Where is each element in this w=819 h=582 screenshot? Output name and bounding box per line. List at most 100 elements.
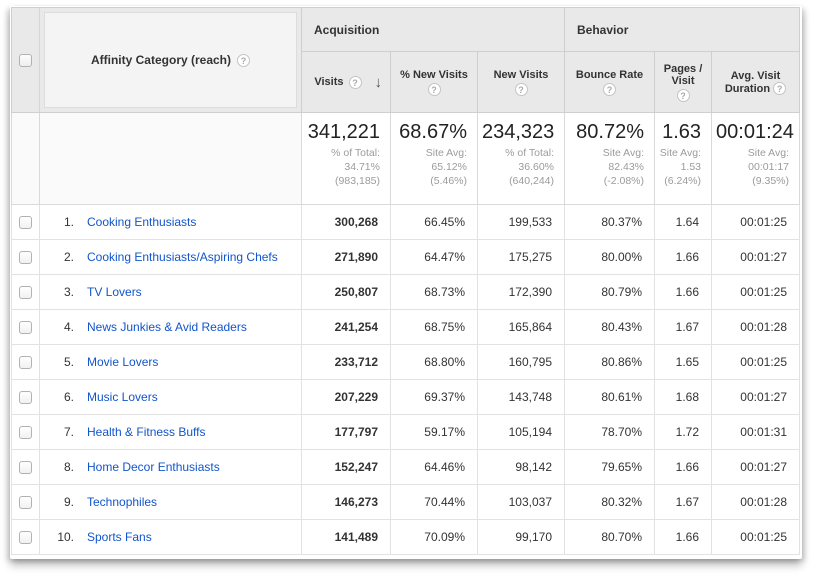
- column-header-new-visits[interactable]: New Visits ?: [476, 51, 566, 113]
- row-checkbox-cell: [11, 204, 40, 240]
- table-row: 3. TV Lovers 250,807 68.73% 172,390 80.7…: [11, 274, 801, 310]
- row-checkbox[interactable]: [19, 286, 32, 300]
- pct-new-visits-value: 70.44%: [390, 484, 478, 520]
- row-checkbox-cell: [11, 414, 40, 450]
- bounce-rate-value: 80.43%: [564, 309, 656, 345]
- new-visits-value: 99,170: [476, 519, 566, 555]
- table-row: 6. Music Lovers 207,229 69.37% 143,748 8…: [11, 379, 801, 415]
- summary-visits: 341,221 % of Total: 34.71% (983,185): [301, 112, 391, 205]
- table-row: 8. Home Decor Enthusiasts 152,247 64.46%…: [11, 449, 801, 485]
- help-icon[interactable]: ?: [348, 75, 362, 89]
- summary-bounce-rate: 80.72% Site Avg: 82.43% (-2.08%): [564, 112, 656, 205]
- row-checkbox[interactable]: [19, 531, 32, 545]
- category-link[interactable]: Cooking Enthusiasts: [87, 215, 197, 229]
- table-row: 2. Cooking Enthusiasts/Aspiring Chefs 27…: [11, 239, 801, 275]
- pages-visit-value: 1.67: [654, 309, 713, 345]
- pct-new-visits-value: 64.47%: [390, 239, 478, 275]
- category-link[interactable]: Movie Lovers: [87, 355, 159, 369]
- table-row: 1. Cooking Enthusiasts 300,268 66.45% 19…: [11, 204, 801, 240]
- category-link[interactable]: Music Lovers: [87, 390, 158, 404]
- category-link[interactable]: Technophiles: [87, 495, 158, 509]
- new-visits-value: 103,037: [476, 484, 566, 520]
- category-cell: 7. Health & Fitness Buffs: [39, 414, 302, 450]
- bounce-rate-value: 78.70%: [564, 414, 656, 450]
- table-row: 9. Technophiles 146,273 70.44% 103,037 8…: [11, 484, 801, 520]
- row-index: 1.: [63, 215, 74, 229]
- avg-visit-duration-value: 00:01:31: [711, 414, 801, 450]
- row-checkbox-cell: [11, 309, 40, 345]
- help-icon[interactable]: ?: [676, 88, 690, 102]
- pages-visit-value: 1.68: [654, 379, 713, 415]
- dimension-header[interactable]: Affinity Category (reach) ?: [39, 7, 302, 113]
- bounce-rate-value: 80.70%: [564, 519, 656, 555]
- visits-value: 241,254: [301, 309, 391, 345]
- category-cell: 4. News Junkies & Avid Readers: [39, 309, 302, 345]
- category-link[interactable]: TV Lovers: [87, 285, 142, 299]
- table-row: 5. Movie Lovers 233,712 68.80% 160,795 8…: [11, 344, 801, 380]
- category-cell: 3. TV Lovers: [39, 274, 302, 310]
- pages-visit-value: 1.66: [654, 274, 713, 310]
- select-all-checkbox[interactable]: [19, 53, 32, 67]
- row-checkbox[interactable]: [19, 356, 32, 370]
- help-icon[interactable]: ?: [237, 53, 251, 67]
- row-index: 6.: [63, 390, 74, 404]
- column-header-pct-new-visits[interactable]: % New Visits ?: [390, 51, 478, 113]
- row-index: 7.: [63, 425, 74, 439]
- bounce-rate-value: 79.65%: [564, 449, 656, 485]
- visits-value: 233,712: [301, 344, 391, 380]
- pages-visit-value: 1.66: [654, 239, 713, 275]
- avg-visit-duration-value: 00:01:27: [711, 239, 801, 275]
- row-index: 5.: [63, 355, 74, 369]
- table-row: 10. Sports Fans 141,489 70.09% 99,170 80…: [11, 519, 801, 555]
- help-icon[interactable]: ?: [514, 82, 528, 96]
- avg-visit-duration-value: 00:01:25: [711, 519, 801, 555]
- visits-value: 177,797: [301, 414, 391, 450]
- row-checkbox[interactable]: [19, 321, 32, 335]
- summary-pages-visit: 1.63 Site Avg: 1.53 (6.24%): [654, 112, 713, 205]
- visits-value: 271,890: [301, 239, 391, 275]
- report-screenshot-frame: Affinity Category (reach) ? Acquisition …: [10, 6, 802, 559]
- visits-value: 250,807: [301, 274, 391, 310]
- pages-visit-value: 1.66: [654, 519, 713, 555]
- table-header: Affinity Category (reach) ? Acquisition …: [11, 6, 801, 113]
- row-checkbox-cell: [11, 519, 40, 555]
- category-cell: 9. Technophiles: [39, 484, 302, 520]
- column-header-pages-visit[interactable]: Pages / Visit ?: [654, 51, 713, 113]
- bounce-rate-value: 80.00%: [564, 239, 656, 275]
- category-link[interactable]: Cooking Enthusiasts/Aspiring Chefs: [87, 250, 278, 264]
- category-link[interactable]: Home Decor Enthusiasts: [87, 460, 220, 474]
- category-cell: 1. Cooking Enthusiasts: [39, 204, 302, 240]
- group-header-acquisition: Acquisition: [300, 6, 566, 53]
- help-icon[interactable]: ?: [603, 82, 617, 96]
- help-icon[interactable]: ?: [773, 81, 787, 95]
- column-header-bounce-rate[interactable]: Bounce Rate ?: [564, 51, 656, 113]
- row-checkbox[interactable]: [19, 391, 32, 405]
- row-checkbox[interactable]: [19, 426, 32, 440]
- table-body: 1. Cooking Enthusiasts 300,268 66.45% 19…: [11, 204, 801, 555]
- category-cell: 6. Music Lovers: [39, 379, 302, 415]
- group-header-behavior: Behavior: [564, 6, 801, 53]
- help-icon[interactable]: ?: [427, 82, 441, 96]
- row-index: 4.: [63, 320, 74, 334]
- summary-row: 341,221 % of Total: 34.71% (983,185) 68.…: [11, 112, 801, 205]
- new-visits-value: 165,864: [476, 309, 566, 345]
- category-link[interactable]: Sports Fans: [87, 530, 152, 544]
- avg-visit-duration-value: 00:01:28: [711, 309, 801, 345]
- row-checkbox[interactable]: [19, 461, 32, 475]
- pages-visit-value: 1.64: [654, 204, 713, 240]
- pct-new-visits-value: 69.37%: [390, 379, 478, 415]
- row-checkbox-cell: [11, 274, 40, 310]
- column-header-avg-visit-duration[interactable]: Avg. Visit Duration ?: [711, 51, 801, 113]
- bounce-rate-value: 80.86%: [564, 344, 656, 380]
- category-link[interactable]: Health & Fitness Buffs: [87, 425, 206, 439]
- new-visits-value: 175,275: [476, 239, 566, 275]
- row-checkbox[interactable]: [19, 251, 32, 265]
- row-checkbox-cell: [11, 344, 40, 380]
- column-header-visits[interactable]: Visits ? ↓: [301, 51, 391, 113]
- dimension-header-label: Affinity Category (reach): [90, 53, 232, 67]
- row-checkbox[interactable]: [19, 216, 32, 230]
- row-checkbox-cell: [11, 379, 40, 415]
- row-checkbox[interactable]: [19, 496, 32, 510]
- category-link[interactable]: News Junkies & Avid Readers: [87, 320, 247, 334]
- avg-visit-duration-value: 00:01:25: [711, 274, 801, 310]
